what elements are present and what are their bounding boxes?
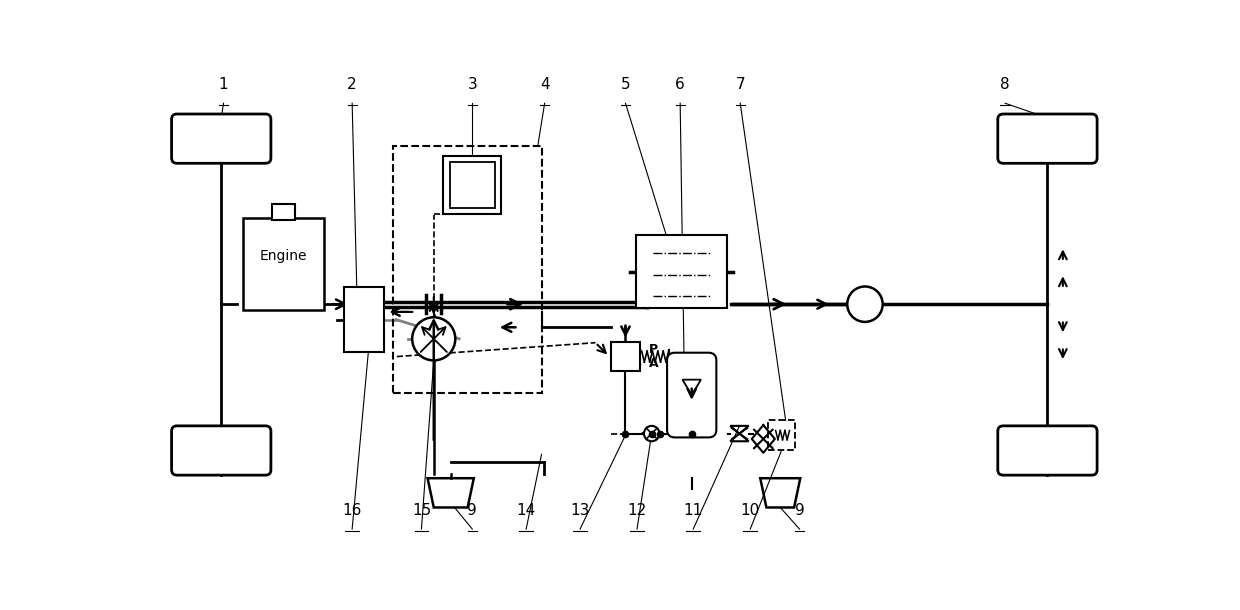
Text: 6: 6	[676, 77, 684, 93]
Text: 1: 1	[218, 77, 228, 93]
Bar	[393, 146, 542, 393]
Text: 4: 4	[539, 77, 549, 93]
Bar	[243, 218, 324, 310]
Text: 8: 8	[1001, 77, 1009, 93]
Bar	[450, 162, 495, 207]
Text: 16: 16	[342, 503, 362, 518]
Bar	[769, 420, 795, 450]
Bar	[636, 235, 727, 309]
Text: 2: 2	[347, 77, 357, 93]
Text: 11: 11	[683, 503, 703, 518]
Circle shape	[847, 287, 883, 322]
Bar	[345, 287, 384, 353]
Bar	[272, 204, 295, 220]
FancyBboxPatch shape	[998, 426, 1097, 475]
Text: Engine: Engine	[260, 249, 308, 264]
Text: 9: 9	[795, 503, 805, 518]
FancyBboxPatch shape	[998, 114, 1097, 163]
FancyBboxPatch shape	[171, 114, 270, 163]
Text: 15: 15	[412, 503, 432, 518]
Text: P: P	[650, 343, 658, 356]
Text: 14: 14	[517, 503, 536, 518]
FancyBboxPatch shape	[171, 426, 270, 475]
Bar	[611, 342, 640, 371]
Bar	[444, 156, 501, 213]
FancyBboxPatch shape	[667, 353, 717, 437]
Text: 12: 12	[627, 503, 647, 518]
Text: 7: 7	[735, 77, 745, 93]
Text: 5: 5	[621, 77, 630, 93]
Text: A: A	[650, 357, 658, 370]
Text: 13: 13	[570, 503, 590, 518]
Circle shape	[644, 426, 660, 441]
Text: 3: 3	[467, 77, 477, 93]
Text: 9: 9	[467, 503, 477, 518]
Circle shape	[412, 317, 455, 361]
Text: 10: 10	[740, 503, 760, 518]
